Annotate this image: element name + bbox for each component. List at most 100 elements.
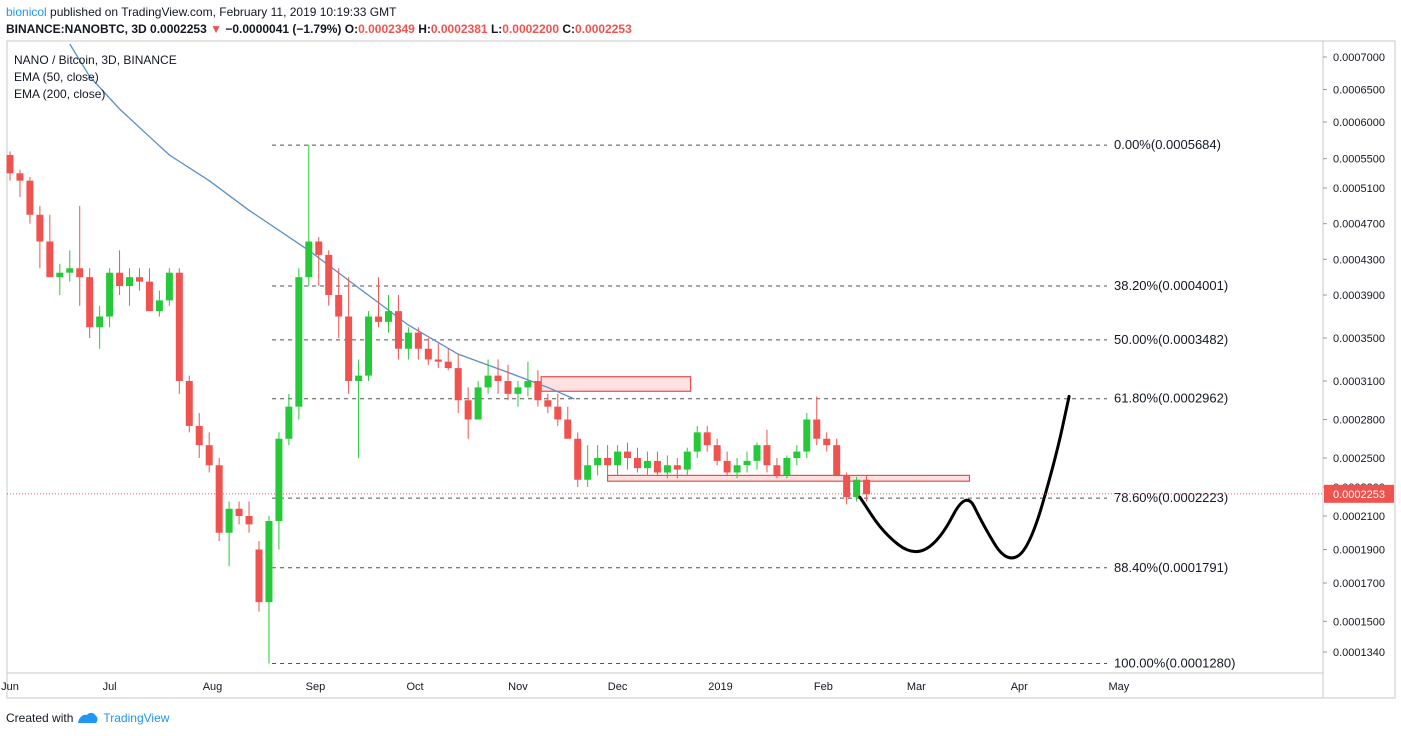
candle-body-33 <box>335 295 343 317</box>
candle-body-81 <box>813 419 821 439</box>
fib-label-3: 61.80%(0.0002962) <box>1114 391 1228 406</box>
candle-body-23 <box>235 508 243 516</box>
candle-body-28 <box>285 406 293 439</box>
projection-path <box>858 394 1071 560</box>
candle-body-22 <box>225 508 233 533</box>
chart-title: NANO / Bitcoin, 3D, BINANCE <box>14 53 177 67</box>
publish-info: bionicol published on TradingView.com, F… <box>6 5 396 19</box>
candle-body-3 <box>36 214 44 242</box>
time-axis[interactable] <box>6 672 1324 699</box>
candle-body-4 <box>46 241 54 278</box>
price-tick-label-17: 0.0001340 <box>1333 647 1385 659</box>
price-tick-label-16: 0.0001500 <box>1333 616 1385 628</box>
last-price-marker: 0.0002253 <box>7 484 1394 503</box>
ema-line <box>69 43 575 400</box>
author-link[interactable]: bionicol <box>6 5 47 19</box>
candle-body-9 <box>96 316 104 328</box>
candle-body-62 <box>624 451 632 458</box>
candle-body-76 <box>763 445 771 466</box>
price-tick-label-3: 0.0005500 <box>1333 154 1385 166</box>
candle-body-79 <box>793 451 801 458</box>
candle-body-42 <box>424 348 432 360</box>
candle-body-51 <box>514 387 522 394</box>
candle-body-14 <box>145 281 153 312</box>
candle-body-27 <box>275 438 283 522</box>
tradingview-link[interactable]: TradingView <box>103 711 170 725</box>
candle-body-2 <box>26 180 34 215</box>
price-tick-label-5: 0.0004700 <box>1333 219 1385 231</box>
candle-body-56 <box>564 419 572 439</box>
candle-body-67 <box>673 465 681 470</box>
fib-label-1: 38.20%(0.0004001) <box>1114 278 1228 293</box>
high-value: 0.0002381 <box>430 22 488 36</box>
candle-body-24 <box>245 516 253 525</box>
candle-body-61 <box>614 451 622 466</box>
price-tick-label-8: 0.0003500 <box>1333 333 1385 345</box>
resistance-zone-1 <box>606 474 971 482</box>
candle-body-45 <box>454 368 462 401</box>
candle-body-83 <box>833 445 841 476</box>
price-tick-label-13: 0.0002100 <box>1333 511 1385 523</box>
time-tick-label-1: Jul <box>103 681 117 693</box>
price-tick-label-9: 0.0003100 <box>1333 376 1385 388</box>
candle-body-39 <box>394 311 402 349</box>
candle-body-8 <box>86 277 94 328</box>
fib-label-2: 50.00%(0.0003482) <box>1114 332 1228 347</box>
candle-body-68 <box>683 451 691 470</box>
candle-body-80 <box>803 419 811 452</box>
time-tick-label-4: Oct <box>406 681 423 693</box>
projection-curve <box>858 394 1071 560</box>
candle-body-48 <box>484 375 492 388</box>
candle-body-47 <box>474 387 482 420</box>
open-value: 0.0002349 <box>358 22 415 36</box>
candle-body-12 <box>126 277 134 287</box>
price-tick-label-14: 0.0001900 <box>1333 545 1385 557</box>
fibonacci-levels: 0.00%(0.0005684) 38.20%(0.0004001) 50.00%(… <box>272 137 1235 671</box>
candle-body-35 <box>355 375 363 381</box>
low-value: 0.0002200 <box>502 22 559 36</box>
candle-body-25 <box>255 549 263 603</box>
candle-body-50 <box>504 381 512 394</box>
candle-body-77 <box>773 465 781 476</box>
time-tick-label-8: Feb <box>814 681 833 693</box>
candle-body-72 <box>723 460 731 473</box>
plot-area[interactable] <box>6 40 1324 674</box>
candle-body-34 <box>345 316 353 381</box>
candle-body-0 <box>6 155 14 174</box>
price-axis[interactable] <box>1322 40 1396 699</box>
indicator-ema50: EMA (50, close) <box>14 70 99 84</box>
time-tick-label-10: Apr <box>1011 681 1028 693</box>
high-label: H: <box>418 22 431 36</box>
candle-body-59 <box>594 458 602 466</box>
last-price-value: 0.0002253 <box>150 22 207 36</box>
candle-body-58 <box>584 465 592 480</box>
time-tick-label-3: Sep <box>306 681 326 693</box>
price-tick-label-10: 0.0002800 <box>1333 415 1385 427</box>
candle-body-16 <box>165 272 173 301</box>
candle-body-43 <box>434 359 442 362</box>
candle-body-49 <box>494 375 502 381</box>
candle-body-26 <box>265 521 273 603</box>
candle-body-60 <box>604 458 612 466</box>
footer: Created with TradingView <box>6 711 169 725</box>
fib-label-5: 88.40%(0.0001791) <box>1114 560 1228 575</box>
candle-body-7 <box>76 268 84 278</box>
candle-body-70 <box>703 432 711 446</box>
time-tick-label-6: Dec <box>608 681 628 693</box>
indicator-ema200: EMA (200, close) <box>14 87 105 101</box>
low-label: L: <box>490 22 503 36</box>
candle-body-64 <box>643 460 651 469</box>
candle-body-18 <box>185 381 193 426</box>
candle-body-20 <box>205 445 213 466</box>
close-value: 0.0002253 <box>575 22 632 36</box>
candle-body-15 <box>155 300 163 312</box>
resistance-zone-0 <box>540 376 692 392</box>
candle-body-44 <box>444 361 452 369</box>
fib-label-6: 100.00%(0.0001280) <box>1114 656 1235 671</box>
candle-body-46 <box>464 400 472 420</box>
candle-body-74 <box>743 460 751 466</box>
candle-body-21 <box>215 465 223 533</box>
price-tick-label-6: 0.0004300 <box>1333 254 1385 266</box>
candle-body-11 <box>116 272 124 287</box>
